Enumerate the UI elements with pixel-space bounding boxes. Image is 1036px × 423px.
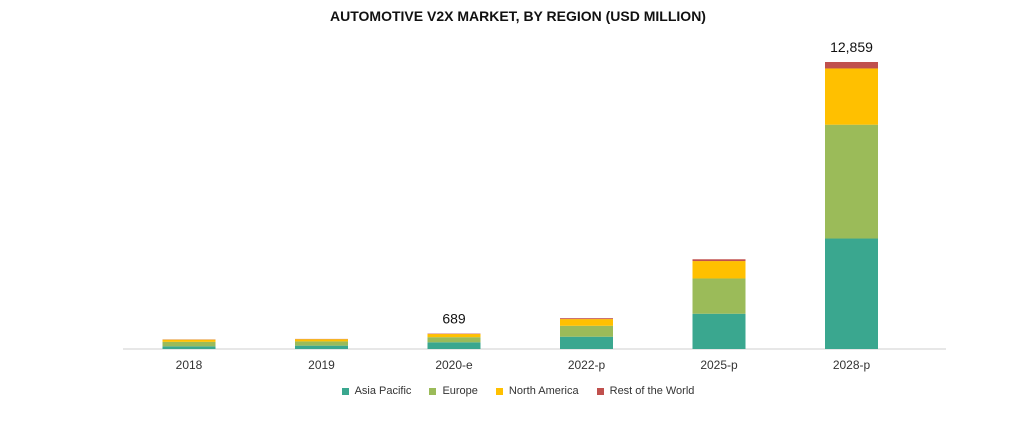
legend-item-asia-pacific: Asia Pacific xyxy=(341,385,412,397)
legend-label-north-america: North America xyxy=(508,385,579,397)
bar-segment-asia-pacific-2020-e xyxy=(427,342,481,349)
bars-group xyxy=(162,62,878,349)
data-label-2028-p: 12,859 xyxy=(830,39,873,55)
legend-swatch-rest-of-the-world xyxy=(596,387,604,395)
bar-segment-rest-of-the-world-2022-p xyxy=(560,318,613,320)
bar-segment-asia-pacific-2022-p xyxy=(560,336,613,349)
bar-segment-north-america-2019 xyxy=(295,339,348,342)
bar-segment-europe-2020-e xyxy=(427,337,481,343)
bar-segment-europe-2018 xyxy=(162,341,216,347)
legend-swatch-europe xyxy=(429,387,437,395)
bar-segment-north-america-2018 xyxy=(162,339,216,342)
bar-segment-asia-pacific-2025-p xyxy=(692,313,746,349)
bar-segment-europe-2022-p xyxy=(560,325,613,337)
legend-item-north-america: North America xyxy=(495,385,579,397)
legend-label-rest-of-the-world: Rest of the World xyxy=(609,385,695,397)
data-labels: 689 12,859 xyxy=(442,39,873,327)
bar-segment-asia-pacific-2018 xyxy=(162,346,216,349)
legend-swatch-asia-pacific xyxy=(341,387,349,395)
x-tick-label-2018: 2018 xyxy=(176,358,203,372)
legend-item-europe: Europe xyxy=(429,385,478,397)
legend-label-asia-pacific: Asia Pacific xyxy=(354,385,412,397)
bar-segment-north-america-2028-p xyxy=(825,68,878,125)
chart-title: AUTOMOTIVE V2X MARKET, BY REGION (USD MI… xyxy=(330,8,706,24)
bar-segment-rest-of-the-world-2025-p xyxy=(692,259,746,262)
x-tick-label-2020-e: 2020-e xyxy=(435,358,473,372)
bar-segment-asia-pacific-2028-p xyxy=(825,238,878,349)
bar-segment-europe-2019 xyxy=(295,341,348,346)
data-label-2020-e: 689 xyxy=(442,311,466,327)
bar-segment-europe-2025-p xyxy=(692,278,746,314)
bar-segment-europe-2028-p xyxy=(825,124,878,239)
bar-segment-north-america-2022-p xyxy=(560,319,613,326)
x-tick-labels: 2018 2019 2020-e 2022-p 2025-p 2028-p xyxy=(176,358,871,372)
bar-segment-asia-pacific-2019 xyxy=(295,345,348,349)
legend-label-europe: Europe xyxy=(442,385,478,397)
bar-segment-rest-of-the-world-2028-p xyxy=(825,62,878,69)
legend: Asia Pacific Europe North America Rest of t… xyxy=(0,385,1036,397)
x-tick-label-2025-p: 2025-p xyxy=(700,358,738,372)
legend-swatch-north-america xyxy=(495,387,503,395)
bar-segment-north-america-2020-e xyxy=(427,334,481,338)
x-tick-label-2019: 2019 xyxy=(308,358,335,372)
legend-item-rest-of-the-world: Rest of the World xyxy=(596,385,695,397)
x-tick-label-2022-p: 2022-p xyxy=(568,358,606,372)
bar-segment-north-america-2025-p xyxy=(692,261,746,279)
x-tick-label-2028-p: 2028-p xyxy=(833,358,871,372)
